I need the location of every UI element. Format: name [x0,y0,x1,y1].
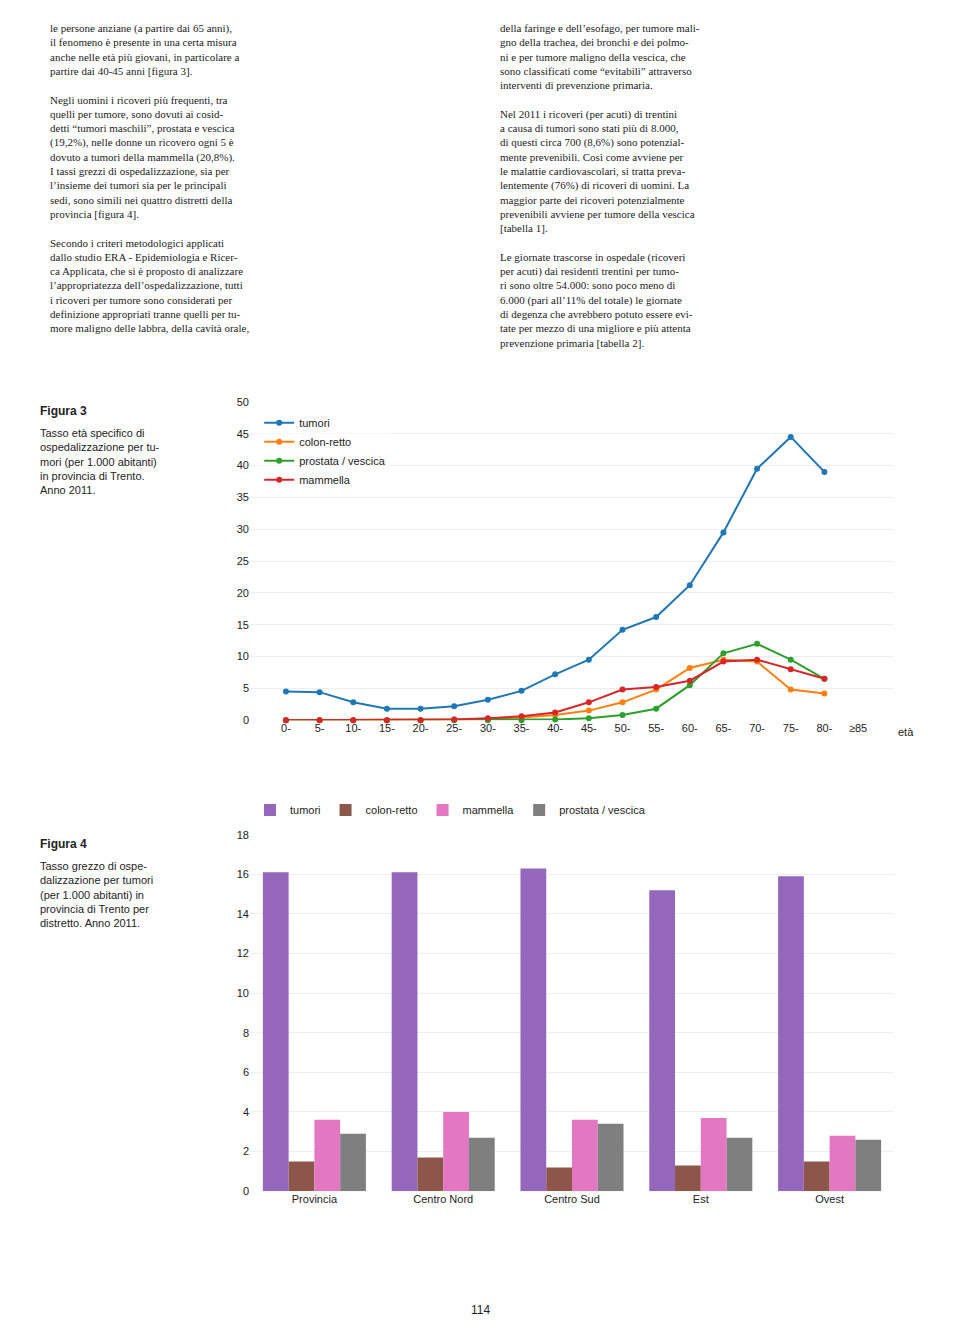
svg-text:0: 0 [243,714,249,726]
svg-text:2: 2 [243,1145,249,1157]
svg-text:colon-retto: colon-retto [299,436,351,448]
svg-text:45-: 45- [581,722,597,734]
svg-text:età: età [898,726,914,738]
svg-text:50-: 50- [615,722,631,734]
svg-text:Provincia: Provincia [292,1193,338,1205]
svg-text:5: 5 [243,682,249,694]
svg-text:20: 20 [237,587,249,599]
svg-text:colon-retto: colon-retto [366,804,418,816]
svg-text:40: 40 [237,459,249,471]
svg-text:10: 10 [237,650,249,662]
svg-text:12: 12 [237,947,249,959]
svg-text:40-: 40- [547,722,563,734]
svg-text:80-: 80- [816,722,832,734]
svg-text:30-: 30- [480,722,496,734]
svg-text:55-: 55- [648,722,664,734]
svg-text:10: 10 [237,987,249,999]
svg-text:15-: 15- [379,722,395,734]
svg-text:70-: 70- [749,722,765,734]
svg-text:prostata / vescica: prostata / vescica [299,455,385,467]
svg-text:Tasso grezzo di ospe-dalizzazi: Tasso grezzo di ospe-dalizzazione per tu… [40,860,153,929]
svg-text:della faringe e dell’esofago,: della faringe e dell’esofago, per tumore… [500,22,700,349]
svg-text:6: 6 [243,1066,249,1078]
svg-text:Figura 3: Figura 3 [40,404,87,418]
svg-text:Est: Est [693,1193,709,1205]
svg-text:Figura 4: Figura 4 [40,837,87,851]
svg-text:0-: 0- [281,722,291,734]
svg-text:35-: 35- [514,722,530,734]
svg-text:tumori: tumori [299,417,330,429]
svg-text:15: 15 [237,619,249,631]
svg-text:18: 18 [237,829,249,841]
svg-text:16: 16 [237,868,249,880]
svg-text:75-: 75- [783,722,799,734]
svg-text:mammella: mammella [463,804,515,816]
svg-text:le persone anziane (a partire: le persone anziane (a partire dai 65 ann… [50,22,249,334]
svg-text:14: 14 [237,908,249,920]
svg-text:25-: 25- [446,722,462,734]
svg-text:10-: 10- [345,722,361,734]
svg-text:8: 8 [243,1027,249,1039]
svg-text:Tasso età specifico diospedali: Tasso età specifico diospedalizzazione p… [40,427,160,496]
svg-text:mammella: mammella [299,474,351,486]
svg-text:Ovest: Ovest [815,1193,844,1205]
svg-text:0: 0 [243,1185,249,1197]
svg-text:114: 114 [471,1303,490,1317]
svg-text:45: 45 [237,428,249,440]
svg-text:25: 25 [237,555,249,567]
svg-text:prostata / vescica: prostata / vescica [559,804,645,816]
svg-text:65-: 65- [715,722,731,734]
svg-text:Centro Nord: Centro Nord [413,1193,473,1205]
svg-text:Centro Sud: Centro Sud [544,1193,600,1205]
svg-text:4: 4 [243,1106,249,1118]
svg-text:20-: 20- [413,722,429,734]
svg-text:60-: 60- [682,722,698,734]
svg-text:≥85: ≥85 [849,722,867,734]
svg-text:5-: 5- [315,722,325,734]
svg-text:30: 30 [237,523,249,535]
svg-text:35: 35 [237,491,249,503]
svg-text:50: 50 [237,396,249,408]
svg-text:tumori: tumori [290,804,321,816]
